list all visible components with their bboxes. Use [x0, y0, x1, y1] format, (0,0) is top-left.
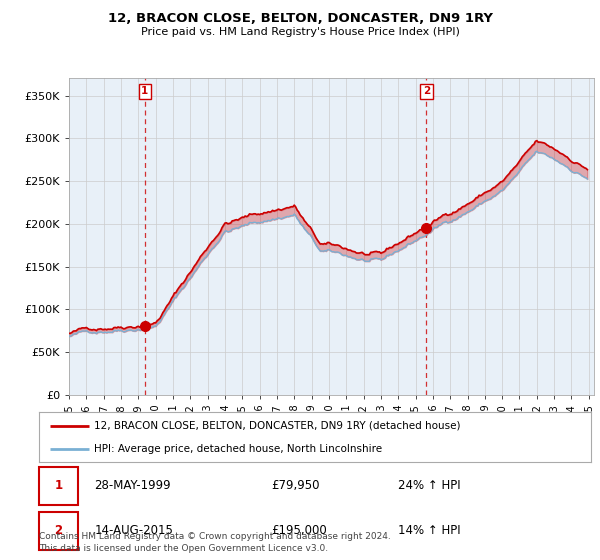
Text: HPI: Average price, detached house, North Lincolnshire: HPI: Average price, detached house, Nort… [94, 445, 382, 454]
Text: 1: 1 [141, 86, 149, 96]
Text: Contains HM Land Registry data © Crown copyright and database right 2024.
This d: Contains HM Land Registry data © Crown c… [39, 533, 391, 553]
Text: £79,950: £79,950 [271, 479, 319, 492]
FancyBboxPatch shape [39, 467, 77, 505]
Text: 24% ↑ HPI: 24% ↑ HPI [398, 479, 460, 492]
FancyBboxPatch shape [39, 512, 77, 549]
Text: 1: 1 [54, 479, 62, 492]
Text: 28-MAY-1999: 28-MAY-1999 [94, 479, 171, 492]
Text: 2: 2 [54, 524, 62, 537]
Text: 2: 2 [422, 86, 430, 96]
Text: 14% ↑ HPI: 14% ↑ HPI [398, 524, 460, 537]
Text: £195,000: £195,000 [271, 524, 326, 537]
Text: Price paid vs. HM Land Registry's House Price Index (HPI): Price paid vs. HM Land Registry's House … [140, 27, 460, 37]
Text: 12, BRACON CLOSE, BELTON, DONCASTER, DN9 1RY: 12, BRACON CLOSE, BELTON, DONCASTER, DN9… [107, 12, 493, 25]
Text: 12, BRACON CLOSE, BELTON, DONCASTER, DN9 1RY (detached house): 12, BRACON CLOSE, BELTON, DONCASTER, DN9… [94, 421, 461, 431]
Text: 14-AUG-2015: 14-AUG-2015 [94, 524, 173, 537]
